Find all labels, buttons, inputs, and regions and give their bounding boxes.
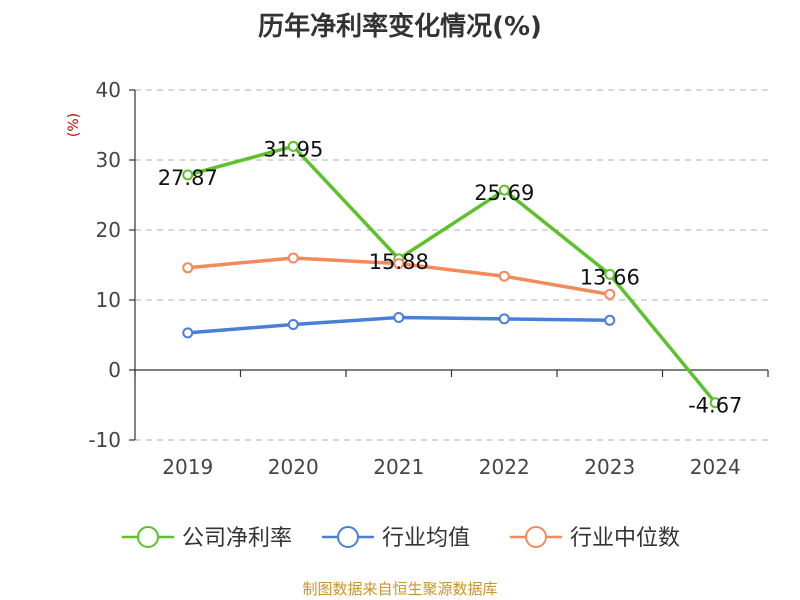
data-point <box>182 327 194 339</box>
data-label: 13.66 <box>580 265 640 289</box>
data-point <box>287 140 299 152</box>
x-tick-label: 2020 <box>268 455 319 479</box>
legend-marker <box>337 526 359 548</box>
data-label: 31.95 <box>263 137 323 161</box>
y-tick-label: 30 <box>96 148 121 172</box>
legend: 公司净利率 行业均值 行业中位数 <box>122 526 680 551</box>
y-axis-unit-label: (%) <box>66 113 82 137</box>
legend-label: 行业均值 <box>382 526 470 551</box>
data-point <box>287 319 299 330</box>
data-label: 27.87 <box>158 166 218 190</box>
legend-marker <box>137 526 159 548</box>
data-point <box>498 313 510 325</box>
data-label: -4.67 <box>688 394 742 418</box>
data-point <box>604 288 616 300</box>
y-tick-label: 10 <box>96 288 121 312</box>
data-point <box>498 270 510 282</box>
data-label: 15.88 <box>369 250 429 274</box>
x-tick-label: 2022 <box>479 455 530 479</box>
data-point <box>393 312 405 323</box>
chart-title: 历年净利率变化情况(%) <box>258 12 542 42</box>
data-label: 25.69 <box>474 181 534 205</box>
y-tick-label: -10 <box>88 428 121 452</box>
y-tick-label: 20 <box>96 218 121 242</box>
data-point <box>604 268 616 280</box>
data-point <box>709 397 721 409</box>
data-point <box>287 252 299 264</box>
x-tick-label: 2021 <box>373 455 424 479</box>
data-point <box>182 169 194 181</box>
x-tick-label: 2019 <box>162 455 213 479</box>
y-tick-label: 0 <box>108 358 121 382</box>
data-point <box>498 184 510 196</box>
data-point <box>182 262 194 274</box>
data-point <box>393 258 405 270</box>
legend-label: 公司净利率 <box>182 526 292 551</box>
series-lines <box>182 140 721 409</box>
y-tick-label: 40 <box>96 78 121 102</box>
x-tick-label: 2024 <box>690 455 741 479</box>
series-line <box>187 144 717 404</box>
x-tick-label: 2023 <box>584 455 635 479</box>
legend-label: 行业中位数 <box>570 526 680 551</box>
legend-marker <box>525 526 547 548</box>
data-labels: 27.87 31.95 15.88 25.69 13.66 -4.67 <box>158 137 743 417</box>
data-source: 制图数据来自恒生聚源数据库 <box>302 580 498 598</box>
axes: -10 0 10 20 30 40 2019 2020 2021 2022 2023 2024 <box>88 78 769 479</box>
data-point <box>604 314 616 326</box>
